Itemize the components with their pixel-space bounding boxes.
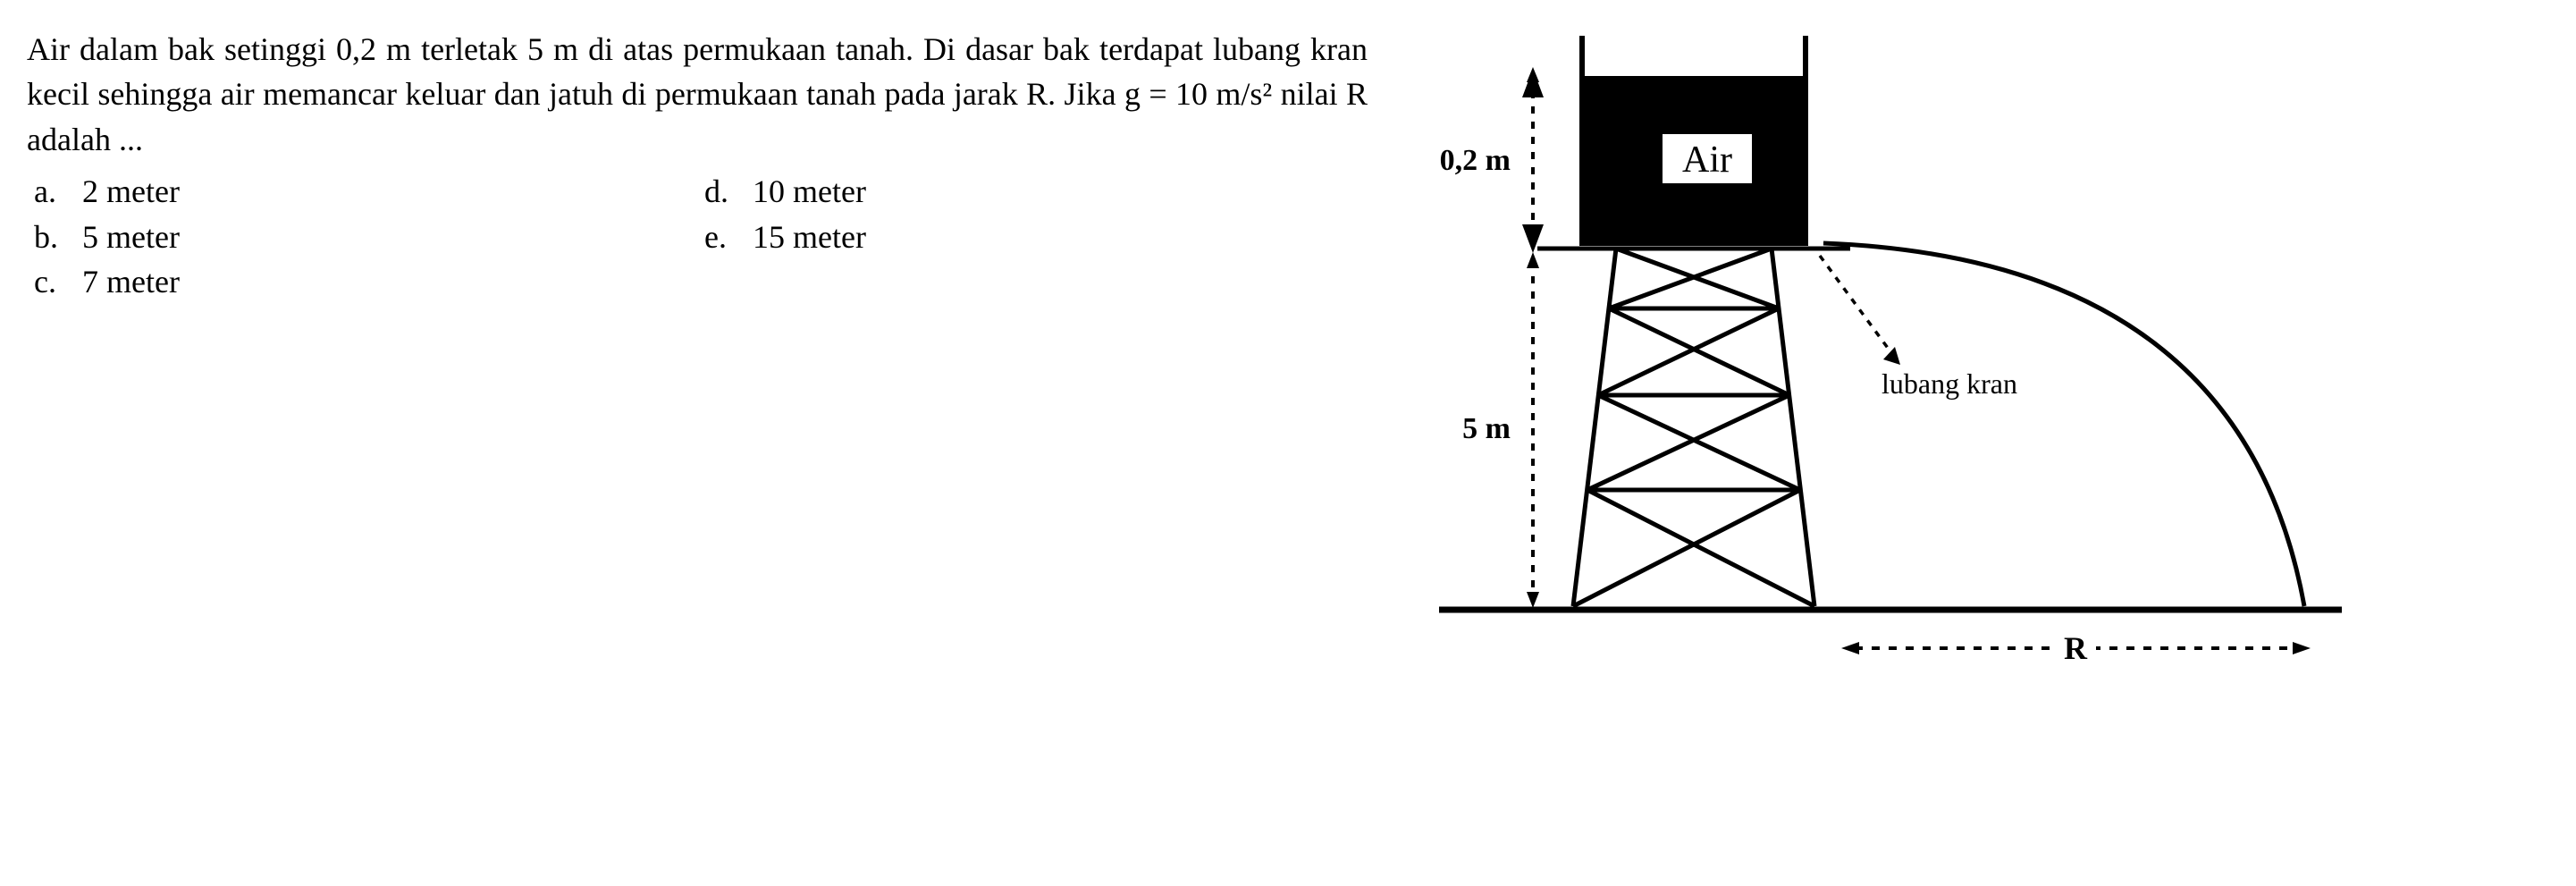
kran-pointer-arrow: [1883, 347, 1900, 365]
option-d-text: 10 meter: [753, 169, 866, 214]
arrowup2: [1527, 252, 1539, 268]
kran-pointer: [1820, 256, 1895, 358]
option-e: e. 15 meter: [697, 215, 1368, 259]
options-col-right: d. 10 meter e. 15 meter: [697, 169, 1368, 304]
option-e-text: 15 meter: [753, 215, 866, 259]
dim-tank-height-label: 0,2 m: [1440, 144, 1511, 177]
water-trajectory: [1823, 243, 2304, 606]
option-d: d. 10 meter: [697, 169, 1368, 214]
R-label: R: [2064, 630, 2088, 666]
option-c-letter: c.: [27, 259, 82, 304]
option-a-letter: a.: [27, 169, 82, 214]
option-b-text: 5 meter: [82, 215, 180, 259]
diagram-svg: Air 0,2 m 5 m: [1385, 27, 2369, 688]
option-c: c. 7 meter: [27, 259, 697, 304]
options: a. 2 meter b. 5 meter c. 7 meter d. 10 m…: [27, 169, 1368, 304]
option-a: a. 2 meter: [27, 169, 697, 214]
arrowdn2: [1527, 592, 1539, 608]
air-label: Air: [1682, 139, 1732, 181]
option-d-letter: d.: [697, 169, 753, 214]
arrowdn1: [1527, 235, 1539, 249]
kran-label: lubang kran: [1881, 367, 2017, 400]
options-col-left: a. 2 meter b. 5 meter c. 7 meter: [27, 169, 697, 304]
arrowR-right: [2293, 642, 2311, 654]
option-b-letter: b.: [27, 215, 82, 259]
question-block: Air dalam bak setinggi 0,2 m terletak 5 …: [27, 27, 1368, 304]
option-b: b. 5 meter: [27, 215, 697, 259]
option-c-text: 7 meter: [82, 259, 180, 304]
arrowR-left: [1841, 642, 1859, 654]
question-text: Air dalam bak setinggi 0,2 m terletak 5 …: [27, 27, 1368, 162]
tower: [1573, 249, 1814, 606]
dim-tower-height-label: 5 m: [1462, 412, 1511, 445]
option-a-text: 2 meter: [82, 169, 180, 214]
arrowup1: [1527, 67, 1539, 82]
diagram: Air 0,2 m 5 m: [1385, 27, 2369, 696]
option-e-letter: e.: [697, 215, 753, 259]
